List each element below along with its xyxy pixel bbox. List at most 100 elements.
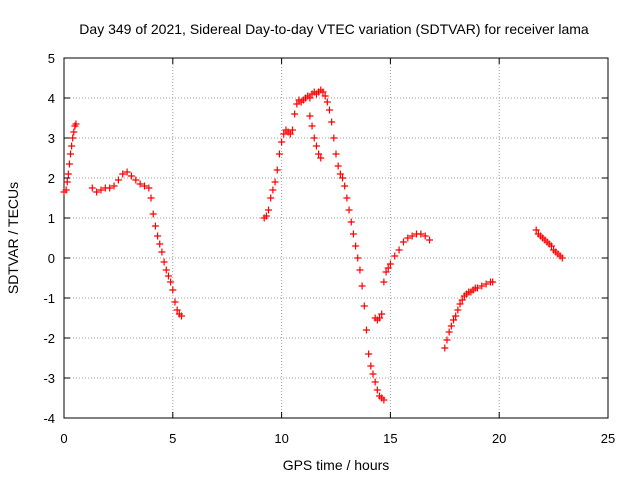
data-point	[441, 344, 449, 352]
y-tick-label: 1	[48, 211, 55, 226]
data-point	[158, 248, 166, 256]
data-point	[123, 168, 131, 176]
data-point	[265, 206, 273, 214]
x-tick-label: 10	[274, 431, 288, 446]
data-point	[323, 98, 331, 106]
data-point	[395, 246, 403, 254]
data-point	[339, 174, 347, 182]
data-point	[169, 286, 177, 294]
data-point	[154, 232, 162, 240]
data-point	[308, 122, 316, 130]
data-point	[371, 378, 379, 386]
data-point	[69, 134, 77, 142]
data-point	[360, 302, 368, 310]
data-point	[145, 184, 153, 192]
data-point	[386, 260, 394, 268]
data-point	[341, 182, 349, 190]
data-point	[147, 194, 155, 202]
data-point	[354, 254, 362, 262]
tick-marks	[63, 57, 609, 419]
y-tick-label: -2	[43, 331, 55, 346]
data-point	[93, 188, 101, 196]
data-point	[162, 266, 170, 274]
data-point	[63, 178, 71, 186]
data-point	[376, 314, 384, 322]
data-point	[286, 130, 294, 138]
y-tick-label: 0	[48, 251, 55, 266]
data-point	[558, 254, 566, 262]
data-point	[336, 170, 344, 178]
y-tick-label: 4	[48, 91, 55, 106]
data-points	[60, 86, 566, 404]
data-point	[426, 236, 434, 244]
data-point	[280, 130, 288, 138]
data-point	[67, 150, 75, 158]
data-point	[343, 194, 351, 202]
data-point	[178, 312, 186, 320]
x-tick-label: 20	[492, 431, 506, 446]
data-point	[127, 172, 135, 180]
data-point	[378, 310, 386, 318]
data-point	[478, 282, 486, 290]
data-point	[106, 184, 114, 192]
data-point	[532, 226, 540, 234]
data-point	[141, 182, 149, 190]
data-point	[391, 252, 399, 260]
data-point	[384, 264, 392, 272]
data-point	[352, 242, 360, 250]
data-point	[321, 92, 329, 100]
data-point	[114, 176, 122, 184]
data-point	[68, 142, 76, 150]
data-point	[88, 184, 96, 192]
data-point	[347, 218, 355, 226]
data-point	[325, 106, 333, 114]
data-point	[367, 362, 375, 370]
y-tick-label: 5	[48, 51, 55, 66]
data-point	[315, 150, 323, 158]
data-point	[482, 280, 490, 288]
data-point	[473, 284, 481, 292]
data-point	[345, 206, 353, 214]
data-point	[310, 134, 318, 142]
data-point	[380, 396, 388, 404]
x-tick-label: 25	[601, 431, 615, 446]
y-tick-label: -3	[43, 371, 55, 386]
data-point	[358, 282, 366, 290]
y-tick-label: 2	[48, 171, 55, 186]
data-point	[458, 296, 466, 304]
data-point	[269, 186, 277, 194]
x-tick-label: 0	[60, 431, 67, 446]
data-point	[349, 230, 357, 238]
data-point	[62, 186, 70, 194]
data-point	[317, 154, 325, 162]
data-point	[334, 162, 342, 170]
data-point	[399, 238, 407, 246]
data-point	[306, 112, 314, 120]
data-point	[136, 180, 144, 188]
data-point	[293, 100, 301, 108]
data-point	[547, 242, 555, 250]
x-tick-label: 5	[169, 431, 176, 446]
data-point	[450, 316, 458, 324]
data-point	[171, 298, 179, 306]
data-point	[173, 306, 181, 314]
data-point	[447, 322, 455, 330]
data-point	[365, 350, 373, 358]
data-point	[156, 240, 164, 248]
data-point	[64, 170, 72, 178]
data-point	[275, 150, 283, 158]
data-point	[306, 94, 314, 102]
x-tick-labels: 0 5 10 15 20 25	[60, 431, 615, 446]
data-point	[262, 212, 270, 220]
data-point	[151, 222, 159, 230]
data-point	[267, 194, 275, 202]
y-tick-label: 3	[48, 131, 55, 146]
data-point	[164, 272, 172, 280]
data-point	[404, 234, 412, 242]
data-point	[445, 328, 453, 336]
data-point	[369, 370, 377, 378]
data-point	[417, 230, 425, 238]
y-axis-label: SDTVAR / TECUs	[5, 182, 21, 294]
data-point	[452, 312, 460, 320]
